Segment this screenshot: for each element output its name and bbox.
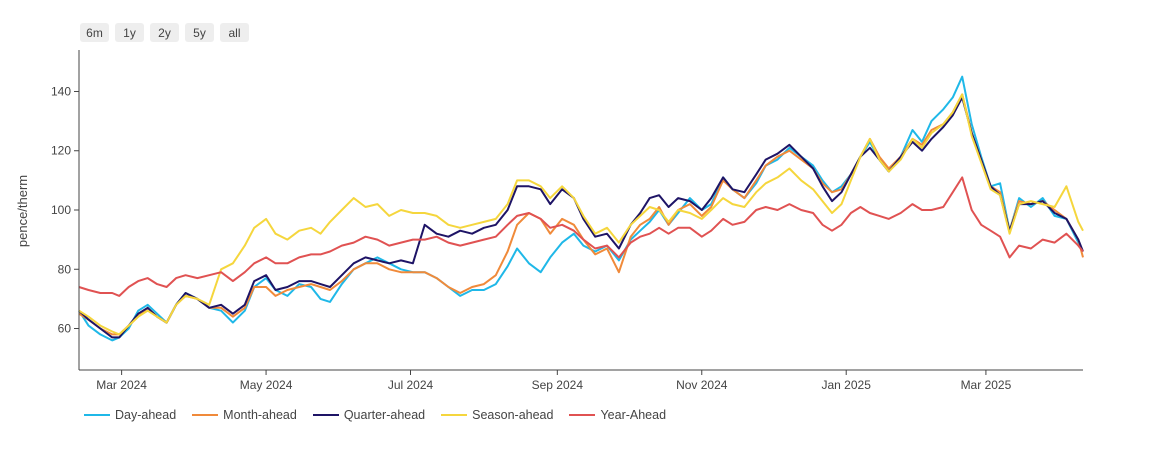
legend-swatch	[441, 414, 468, 416]
legend-item-day-ahead[interactable]: Day-ahead	[84, 408, 176, 422]
legend-swatch	[312, 414, 339, 416]
series-line-month-ahead	[78, 93, 1084, 336]
plot-area	[78, 75, 1084, 342]
x-tick-label: Mar 2025	[961, 378, 1012, 392]
legend-swatch	[192, 414, 219, 416]
range-button-all[interactable]: all	[220, 23, 249, 42]
x-tick-label: Jul 2024	[388, 378, 434, 392]
legend-item-quarter-ahead[interactable]: Quarter-ahead	[312, 408, 426, 422]
range-button-2y[interactable]: 2y	[150, 23, 179, 42]
range-button-1y[interactable]: 1y	[115, 23, 144, 42]
x-tick-label: Sep 2024	[532, 378, 584, 392]
x-tick-label: Mar 2024	[96, 378, 147, 392]
legend-label: Day-ahead	[115, 408, 177, 422]
x-tick-label: Nov 2024	[676, 378, 728, 392]
y-tick-label: 140	[51, 84, 71, 98]
legend-item-month-ahead[interactable]: Month-ahead	[192, 408, 297, 422]
series-line-season-ahead	[78, 93, 1084, 336]
y-axis-ticks: 60 80 100 120 140	[51, 84, 79, 336]
x-tick-label: Jan 2025	[822, 378, 872, 392]
series-line-year-ahead	[78, 176, 1084, 297]
legend-label: Quarter-ahead	[343, 408, 426, 422]
legend: Day-ahead Month-ahead Quarter-ahead Season-…	[84, 408, 682, 422]
range-button-5y[interactable]: 5y	[185, 23, 214, 42]
x-tick-label: May 2024	[240, 378, 293, 392]
legend-swatch	[569, 414, 596, 416]
legend-item-year-ahead[interactable]: Year-Ahead	[569, 408, 666, 422]
series-line-quarter-ahead	[78, 96, 1084, 339]
legend-item-season-ahead[interactable]: Season-ahead	[441, 408, 553, 422]
range-selector: 6m 1y 2y 5y all	[80, 23, 249, 42]
legend-label: Year-Ahead	[600, 408, 667, 422]
y-tick-label: 120	[51, 144, 71, 158]
legend-label: Month-ahead	[223, 408, 297, 422]
y-tick-label: 80	[58, 262, 72, 276]
y-axis-title: pence/therm	[15, 175, 30, 247]
legend-swatch	[84, 414, 110, 416]
series-line-day-ahead	[78, 75, 1084, 342]
range-button-6m[interactable]: 6m	[80, 23, 109, 42]
y-tick-label: 100	[51, 203, 71, 217]
y-tick-label: 60	[58, 322, 72, 336]
legend-label: Season-ahead	[472, 408, 554, 422]
x-axis-ticks: Mar 2024 May 2024 Jul 2024 Sep 2024 Nov 2024…	[96, 370, 1012, 392]
